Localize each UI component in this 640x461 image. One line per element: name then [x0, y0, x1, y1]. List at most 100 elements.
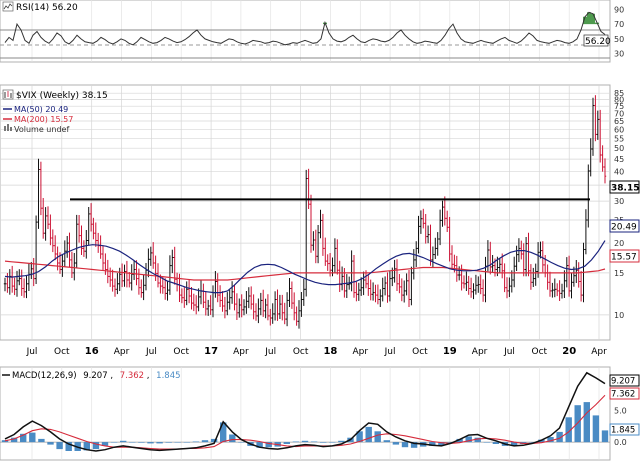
macd-hist-bar: [383, 440, 390, 443]
macd-signal-line: [4, 394, 606, 450]
macd-hist-bar: [138, 442, 145, 443]
macd-hist-bar: [110, 442, 118, 443]
price-x-tick-label: Jul: [384, 347, 396, 357]
macd-legend: MACD(12,26,9) 9.207 , 7.362 , 1.845: [2, 371, 181, 381]
price-x-tick-label: 19: [443, 346, 457, 357]
macd-hist-bar: [565, 417, 572, 443]
price-y-tick-label: 10: [614, 311, 624, 320]
macd-hist-bar: [265, 442, 272, 448]
macd-hist-bar: [256, 442, 263, 448]
macd-hist-bar: [20, 433, 27, 443]
macd-hist-bar: [156, 442, 163, 444]
macd-hist-bar: [120, 440, 127, 443]
macd-hist-bar: [329, 442, 336, 443]
rsi-panel: 90 70 50 30 56.20 RSI(14) 56.20: [0, 0, 624, 63]
macd-hist-bar: [238, 442, 245, 443]
rsi-title: RSI(14) 56.20: [16, 3, 78, 13]
macd-hist-bar: [220, 422, 227, 443]
price-x-tick-label: Jul: [503, 347, 515, 357]
price-x-tick-label: Jul: [145, 347, 157, 357]
macd-current-tag: 9.207: [609, 374, 640, 387]
price-x-tick-label: Apr: [472, 347, 488, 357]
signal-current-tag: 7.362: [609, 387, 640, 400]
macd-hist-bar: [10, 437, 18, 443]
price-y-tick-label: 60: [614, 125, 624, 134]
macd-hist-bar: [601, 430, 609, 443]
ma50-legend-label: MA(50) 20.49: [14, 105, 68, 114]
signal-current-label: 7.362: [611, 390, 635, 400]
macd-hist-bar: [374, 431, 381, 443]
macd-hist-bar: [38, 438, 45, 443]
rsi-y-axis: 90 70 50 30: [614, 5, 624, 58]
price-y-tick-label: 15: [614, 269, 624, 278]
macd-y-tick-label: 0.0: [614, 438, 627, 447]
macd-hist-bar: [492, 442, 500, 444]
ma200-current-label: 15.57: [611, 253, 637, 263]
volume-legend-label: Volume undef: [14, 125, 69, 134]
macd-hist-bar: [320, 442, 327, 443]
macd-legend-value: 9.207: [83, 371, 107, 381]
macd-hist-bar: [447, 442, 454, 443]
price-y-tick-label: 20: [614, 239, 624, 248]
price-current-tag: 38.15: [609, 180, 640, 194]
rsi-y-tick-label: 70: [614, 20, 624, 29]
macd-hist-bar: [401, 442, 409, 448]
price-y-tick-label: 70: [614, 109, 624, 118]
price-y-tick-label: 65: [614, 117, 624, 126]
macd-hist-bar: [365, 426, 372, 443]
macd-hist-bar: [392, 442, 400, 445]
macd-hist-bar: [147, 442, 154, 444]
price-x-tick-label: Oct: [532, 347, 548, 357]
macd-hist-bar: [47, 442, 54, 445]
macd-hist-bar: [356, 431, 363, 443]
rsi-current-label: 56.20: [585, 37, 611, 47]
price-x-tick-label: Apr: [591, 347, 607, 357]
price-grid: [0, 85, 610, 340]
hist-current-tag: 1.845: [609, 423, 640, 436]
macd-legend-title: MACD(12,26,9): [12, 371, 77, 381]
rsi-grid: [31, 0, 600, 62]
ma50-current-tag: 20.49: [609, 219, 640, 233]
price-y-tick-label: 55: [614, 134, 624, 143]
macd-current-label: 9.207: [611, 377, 635, 387]
price-current-label: 38.15: [611, 184, 639, 194]
macd-line: [4, 371, 606, 452]
ma200-legend-label: MA(200) 15.57: [14, 115, 73, 124]
price-x-tick-label: 18: [323, 346, 337, 357]
macd-y-tick-label: 5.0: [614, 406, 627, 415]
macd-hist-bar: [83, 442, 90, 451]
macd-hist-bar: [165, 442, 172, 443]
price-y-tick-label: 80: [614, 96, 624, 105]
price-y-tick-label: 85: [614, 89, 624, 98]
macd-hist-bar: [210, 438, 218, 443]
price-legend: $VIX (Weekly) 38.15 MA(50) 20.49 MA(200)…: [2, 89, 108, 134]
rsi-y-tick-label: 30: [614, 50, 624, 59]
macd-hist-bar: [301, 440, 309, 443]
signal-legend-value: 7.362: [120, 371, 144, 381]
macd-hist-bar: [283, 442, 290, 444]
macd-hist-bar: [410, 442, 418, 448]
macd-hist-bar: [129, 442, 136, 443]
rsi-y-tick-label: 50: [614, 35, 624, 44]
macd-hist-bar: [474, 437, 481, 443]
macd-hist-bar: [338, 440, 345, 443]
macd-hist-bar: [483, 442, 490, 443]
price-x-tick-label: Oct: [412, 347, 428, 357]
macd-hist-bar: [429, 442, 436, 446]
price-x-tick-label: 16: [85, 346, 99, 357]
macd-hist-bar: [65, 442, 72, 451]
macd-hist-bar: [465, 436, 472, 443]
macd-hist-bar: [56, 442, 63, 450]
ma200-current-tag: 15.57: [609, 249, 640, 263]
macd-panel: 10.05.00.0 MACD(12,26,9) 9.207 , 7.362 ,…: [0, 366, 640, 461]
macd-hist-bar: [92, 442, 100, 450]
price-x-tick-label: Oct: [54, 347, 70, 357]
price-y-tick-label: 50: [614, 144, 624, 153]
macd-hist-bar: [556, 431, 563, 443]
macd-hist-bar: [547, 437, 554, 443]
price-y-tick-label: 45: [614, 155, 624, 164]
price-x-tick-label: Oct: [293, 347, 309, 357]
rsi-legend-icon: [3, 3, 13, 10]
hist-legend-value: 1.845: [156, 371, 180, 381]
